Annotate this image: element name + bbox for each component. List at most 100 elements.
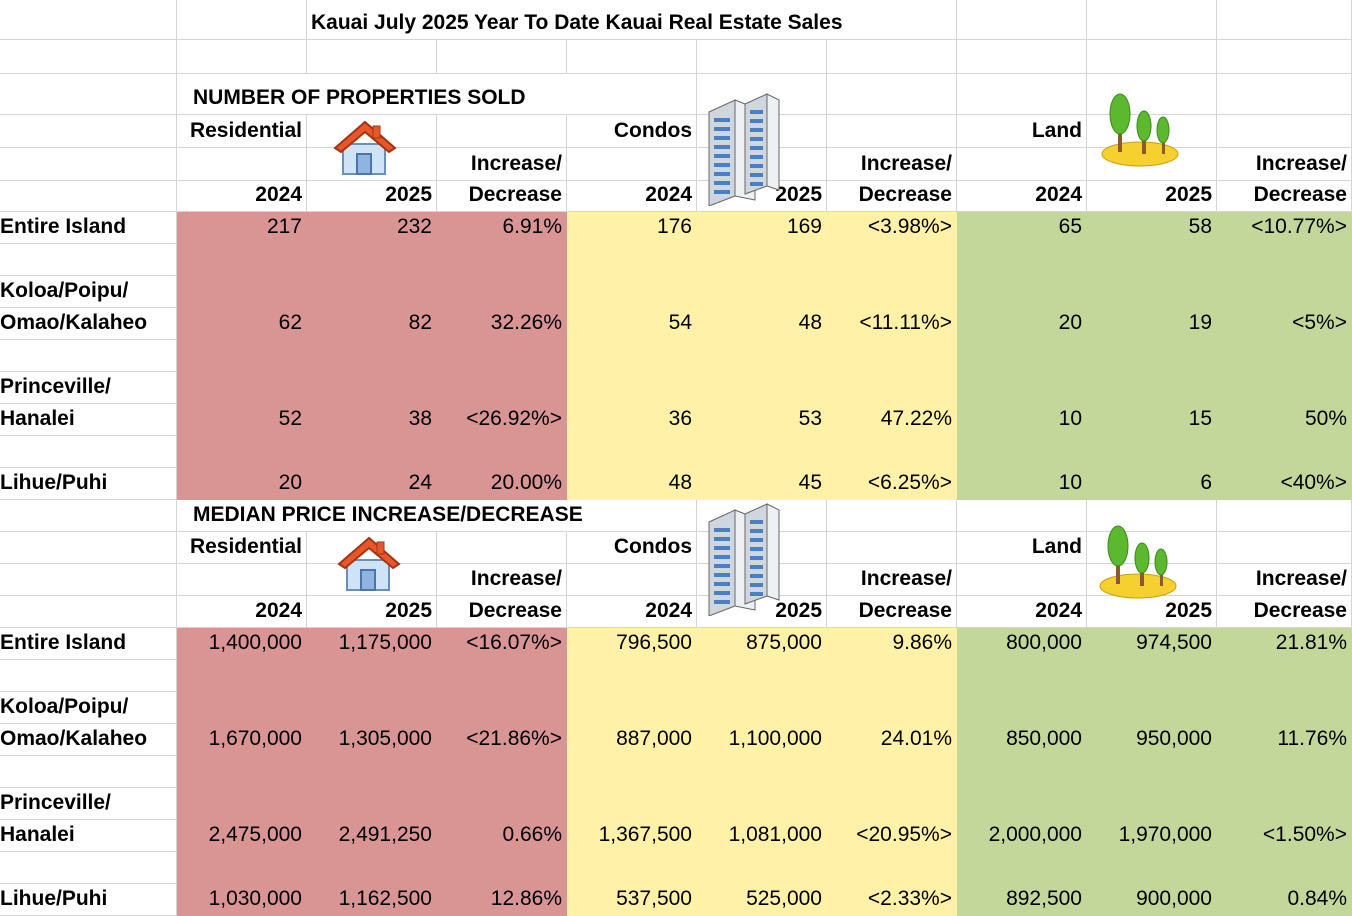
empty-cell[interactable] <box>307 436 437 468</box>
empty-cell[interactable] <box>1217 0 1352 40</box>
empty-cell[interactable] <box>957 564 1087 596</box>
empty-cell[interactable] <box>1087 436 1217 468</box>
empty-cell[interactable] <box>957 852 1087 884</box>
year-2024-label[interactable]: 2024 <box>177 596 307 628</box>
value-cell[interactable]: 887,000 <box>567 724 697 756</box>
empty-cell[interactable] <box>1087 372 1217 404</box>
empty-cell[interactable] <box>437 276 567 308</box>
empty-cell[interactable] <box>697 436 827 468</box>
empty-cell[interactable] <box>437 788 567 820</box>
empty-cell[interactable] <box>1217 436 1352 468</box>
empty-cell[interactable] <box>697 660 827 692</box>
empty-cell[interactable] <box>177 564 307 596</box>
value-cell[interactable]: 2,475,000 <box>177 820 307 852</box>
value-cell[interactable]: 10 <box>957 468 1087 500</box>
empty-cell[interactable] <box>0 181 177 212</box>
empty-cell[interactable] <box>567 372 697 404</box>
row-label-continued[interactable]: Hanalei <box>0 820 177 852</box>
empty-cell[interactable] <box>1087 0 1217 40</box>
empty-cell[interactable] <box>827 660 957 692</box>
empty-cell[interactable] <box>697 756 827 788</box>
empty-cell[interactable] <box>307 564 437 596</box>
section-heading[interactable]: MEDIAN PRICE INCREASE/DECREASE <box>177 500 583 532</box>
empty-cell[interactable] <box>0 500 177 532</box>
empty-cell[interactable] <box>437 756 567 788</box>
empty-cell[interactable] <box>1087 500 1217 532</box>
row-label[interactable]: Koloa/Poipu/ <box>0 276 177 308</box>
empty-cell[interactable] <box>177 756 307 788</box>
decrease-label[interactable]: Decrease <box>1217 181 1352 212</box>
empty-cell[interactable] <box>307 244 437 276</box>
value-cell[interactable]: <5%> <box>1217 308 1352 340</box>
row-label-continued[interactable]: Omao/Kalaheo <box>0 308 177 340</box>
row-label-continued[interactable]: Hanalei <box>0 404 177 436</box>
row-label[interactable]: Princeville/ <box>0 788 177 820</box>
empty-cell[interactable] <box>0 340 177 372</box>
value-cell[interactable]: 1,367,500 <box>567 820 697 852</box>
land-label[interactable]: Land <box>957 532 1087 564</box>
empty-cell[interactable] <box>1087 148 1217 181</box>
empty-cell[interactable] <box>177 0 307 40</box>
empty-cell[interactable] <box>437 660 567 692</box>
decrease-label[interactable]: Decrease <box>1217 596 1352 628</box>
empty-cell[interactable] <box>957 660 1087 692</box>
increase-label[interactable]: Increase/ <box>437 148 567 181</box>
value-cell[interactable]: 38 <box>307 404 437 436</box>
empty-cell[interactable] <box>1217 852 1352 884</box>
value-cell[interactable]: 36 <box>567 404 697 436</box>
empty-cell[interactable] <box>1087 660 1217 692</box>
value-cell[interactable]: 1,030,000 <box>177 884 307 916</box>
value-cell[interactable]: 20 <box>177 468 307 500</box>
empty-cell[interactable] <box>437 436 567 468</box>
empty-cell[interactable] <box>957 0 1087 40</box>
empty-cell[interactable] <box>1217 40 1352 74</box>
empty-cell[interactable] <box>0 0 177 40</box>
empty-cell[interactable] <box>307 660 437 692</box>
empty-cell[interactable] <box>177 692 307 724</box>
empty-cell[interactable] <box>1217 340 1352 372</box>
empty-cell[interactable] <box>827 40 957 74</box>
condos-label[interactable]: Condos <box>567 115 697 148</box>
value-cell[interactable]: 525,000 <box>697 884 827 916</box>
row-label[interactable]: Lihue/Puhi <box>0 468 177 500</box>
value-cell[interactable]: 52 <box>177 404 307 436</box>
empty-cell[interactable] <box>1087 788 1217 820</box>
empty-cell[interactable] <box>827 340 957 372</box>
value-cell[interactable]: <1.50%> <box>1217 820 1352 852</box>
empty-cell[interactable] <box>827 74 957 115</box>
empty-cell[interactable] <box>827 692 957 724</box>
value-cell[interactable]: 54 <box>567 308 697 340</box>
increase-label[interactable]: Increase/ <box>827 564 957 596</box>
value-cell[interactable]: 176 <box>567 212 697 244</box>
value-cell[interactable]: 24 <box>307 468 437 500</box>
empty-cell[interactable] <box>567 40 697 74</box>
empty-cell[interactable] <box>0 436 177 468</box>
empty-cell[interactable] <box>697 852 827 884</box>
empty-cell[interactable] <box>177 436 307 468</box>
value-cell[interactable]: 53 <box>697 404 827 436</box>
value-cell[interactable]: 15 <box>1087 404 1217 436</box>
empty-cell[interactable] <box>957 692 1087 724</box>
empty-cell[interactable] <box>0 852 177 884</box>
empty-cell[interactable] <box>1217 660 1352 692</box>
section-heading[interactable]: NUMBER OF PROPERTIES SOLD <box>177 74 567 115</box>
value-cell[interactable]: 11.76% <box>1217 724 1352 756</box>
empty-cell[interactable] <box>957 276 1087 308</box>
value-cell[interactable]: 0.84% <box>1217 884 1352 916</box>
year-2025-label[interactable]: 2025 <box>1087 596 1217 628</box>
value-cell[interactable]: <20.95%> <box>827 820 957 852</box>
value-cell[interactable]: <3.98%> <box>827 212 957 244</box>
value-cell[interactable]: <11.11%> <box>827 308 957 340</box>
value-cell[interactable]: <16.07%> <box>437 628 567 660</box>
empty-cell[interactable] <box>567 756 697 788</box>
empty-cell[interactable] <box>307 148 437 181</box>
value-cell[interactable]: 6.91% <box>437 212 567 244</box>
empty-cell[interactable] <box>437 692 567 724</box>
year-2025-label[interactable]: 2025 <box>307 596 437 628</box>
empty-cell[interactable] <box>437 40 567 74</box>
empty-cell[interactable] <box>1217 372 1352 404</box>
value-cell[interactable]: 1,162,500 <box>307 884 437 916</box>
value-cell[interactable]: 45 <box>697 468 827 500</box>
empty-cell[interactable] <box>827 852 957 884</box>
empty-cell[interactable] <box>1217 244 1352 276</box>
